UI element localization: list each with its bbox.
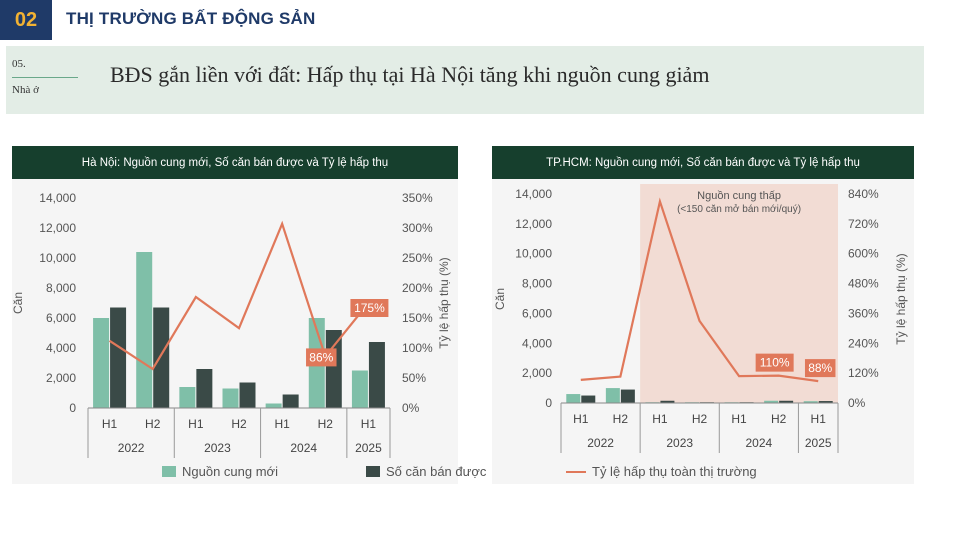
x-tick-label: H1 [361,417,377,431]
y2-tick-label: 360% [848,306,879,320]
y2-axis-title: Tỷ lệ hấp thụ (%) [894,253,908,344]
y-axis-title: Căn [493,288,507,310]
x-tick-label: H2 [613,412,629,426]
y2-tick-label: 250% [402,251,433,265]
annotation-label: 86% [309,350,333,364]
x-tick-label: H1 [811,412,827,426]
legend-supply: Nguồn cung mới [162,464,278,479]
y2-tick-label: 240% [848,336,879,350]
y2-axis-title: Tỷ lệ hấp thụ (%) [437,257,451,348]
y-tick-label: 6,000 [522,306,552,320]
y-tick-label: 2,000 [522,366,552,380]
bar-supply-hanoi [266,404,282,409]
x-group-label: 2022 [118,441,145,455]
x-tick-label: H2 [231,417,247,431]
bar-supply-hanoi [93,318,109,408]
y2-tick-label: 840% [848,187,879,201]
bar-sold-hanoi [110,308,126,409]
legend-absorption: Tỷ lệ hấp thụ toàn thị trường [566,464,757,479]
y-tick-label: 8,000 [46,281,76,295]
x-tick-label: H1 [274,417,290,431]
bar-sold-hanoi [240,383,256,409]
y2-tick-label: 120% [848,366,879,380]
y-tick-label: 4,000 [46,341,76,355]
bar-supply-hcm [606,388,620,403]
y-tick-label: 12,000 [39,221,76,235]
y-tick-label: 12,000 [515,217,552,231]
x-tick-label: H2 [771,412,787,426]
y-tick-label: 2,000 [46,371,76,385]
bar-sold-hanoi [283,395,299,409]
annotation-label: 175% [354,301,385,315]
y-tick-label: 10,000 [515,247,552,261]
y-axis-title: Căn [11,292,25,314]
y-tick-label: 6,000 [46,311,76,325]
y2-tick-label: 720% [848,217,879,231]
x-group-label: 2025 [355,441,382,455]
bar-sold-hanoi [369,342,385,408]
y2-tick-label: 0% [848,396,866,410]
bar-supply-hanoi [223,389,239,409]
legend-absorption-line [566,471,586,473]
x-tick-label: H2 [692,412,708,426]
y-tick-label: 14,000 [39,191,76,205]
x-tick-label: H2 [145,417,161,431]
x-group-label: 2024 [746,436,773,450]
x-group-label: 2024 [290,441,317,455]
x-group-label: 2025 [805,436,832,450]
legend-supply-label: Nguồn cung mới [182,464,278,479]
bar-supply-hanoi [136,252,152,408]
x-tick-label: H1 [573,412,589,426]
x-group-label: 2023 [204,441,231,455]
y-tick-label: 8,000 [522,277,552,291]
bar-supply-hanoi [179,387,195,408]
bar-supply-hcm [566,394,580,403]
y2-tick-label: 200% [402,281,433,295]
legend-supply-swatch [162,466,176,477]
x-tick-label: H1 [102,417,118,431]
bar-supply-hanoi [352,371,368,409]
y2-tick-label: 150% [402,311,433,325]
y-tick-label: 14,000 [515,187,552,201]
y2-tick-label: 0% [402,401,420,415]
x-tick-label: H2 [318,417,334,431]
y-tick-label: 0 [545,396,552,410]
y2-tick-label: 350% [402,191,433,205]
legend-sold-label: Số căn bán được [386,464,486,479]
legend-absorption-label: Tỷ lệ hấp thụ toàn thị trường [592,464,757,479]
y2-tick-label: 480% [848,277,879,291]
shaded-region-label: Nguồn cung thấp [697,190,781,202]
bar-sold-hcm [621,390,635,403]
bar-sold-hanoi [196,369,212,408]
y2-tick-label: 300% [402,221,433,235]
y-tick-label: 4,000 [522,336,552,350]
x-tick-label: H1 [731,412,747,426]
bar-sold-hanoi [153,308,169,409]
y2-tick-label: 600% [848,247,879,261]
bar-sold-hanoi [326,330,342,408]
shaded-region-label2: (<150 căn mở bán mới/quý) [677,203,801,215]
bar-sold-hcm [581,396,595,403]
x-group-label: 2022 [587,436,614,450]
x-tick-label: H1 [652,412,668,426]
legend-sold-swatch [366,466,380,477]
y-tick-label: 0 [69,401,76,415]
annotation-label: 88% [808,361,832,375]
y-tick-label: 10,000 [39,251,76,265]
annotation-label: 110% [760,356,790,370]
x-group-label: 2023 [666,436,693,450]
legend-sold: Số căn bán được [366,464,486,479]
x-tick-label: H1 [188,417,204,431]
y2-tick-label: 100% [402,341,433,355]
y2-tick-label: 50% [402,371,426,385]
